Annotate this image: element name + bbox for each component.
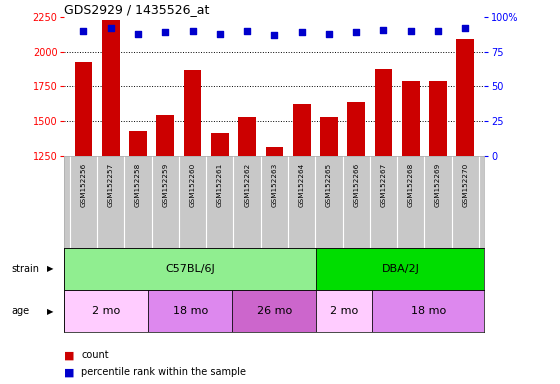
Text: DBA/2J: DBA/2J <box>381 264 419 274</box>
Text: ■: ■ <box>64 367 75 377</box>
Bar <box>456 40 474 328</box>
Point <box>433 28 442 34</box>
Text: 2 mo: 2 mo <box>92 306 120 316</box>
Point <box>106 25 115 31</box>
Text: GSM152269: GSM152269 <box>435 163 441 207</box>
Bar <box>232 290 316 332</box>
Bar <box>74 61 92 328</box>
Point <box>161 30 170 36</box>
Point <box>270 32 279 38</box>
Text: GSM152263: GSM152263 <box>272 163 277 207</box>
Bar <box>64 248 316 290</box>
Text: GSM152270: GSM152270 <box>463 163 468 207</box>
Text: GSM152264: GSM152264 <box>298 163 305 207</box>
Bar <box>211 133 228 328</box>
Text: GSM152258: GSM152258 <box>135 163 141 207</box>
Bar <box>156 116 174 328</box>
Bar <box>372 290 484 332</box>
Text: count: count <box>81 350 109 360</box>
Point <box>216 31 225 37</box>
Point <box>79 28 88 34</box>
Text: GDS2929 / 1435526_at: GDS2929 / 1435526_at <box>64 3 210 16</box>
Text: GSM152268: GSM152268 <box>408 163 414 207</box>
Bar <box>320 117 338 328</box>
Text: ▶: ▶ <box>47 306 54 316</box>
Text: ■: ■ <box>64 350 75 360</box>
Text: 18 mo: 18 mo <box>411 306 446 316</box>
Text: strain: strain <box>11 264 39 274</box>
Bar <box>102 20 120 328</box>
Text: GSM152259: GSM152259 <box>162 163 169 207</box>
Text: GSM152261: GSM152261 <box>217 163 223 207</box>
Text: 18 mo: 18 mo <box>173 306 208 316</box>
Text: C57BL/6J: C57BL/6J <box>166 264 215 274</box>
Bar <box>64 290 148 332</box>
Text: ▶: ▶ <box>47 264 54 273</box>
Bar <box>238 117 256 328</box>
Bar <box>293 104 311 328</box>
Point <box>461 25 470 31</box>
Text: GSM152265: GSM152265 <box>326 163 332 207</box>
Text: GSM152267: GSM152267 <box>380 163 386 207</box>
Text: 2 mo: 2 mo <box>330 306 358 316</box>
Bar <box>429 81 447 328</box>
Text: GSM152257: GSM152257 <box>108 163 114 207</box>
Point <box>297 30 306 36</box>
Bar <box>402 81 419 328</box>
Point <box>133 31 142 37</box>
Bar <box>316 290 372 332</box>
Point <box>352 30 361 36</box>
Bar <box>184 70 202 328</box>
Text: GSM152262: GSM152262 <box>244 163 250 207</box>
Text: age: age <box>11 306 29 316</box>
Text: 26 mo: 26 mo <box>257 306 292 316</box>
Text: GSM152260: GSM152260 <box>190 163 195 207</box>
Bar <box>129 131 147 328</box>
Bar <box>375 69 393 328</box>
Bar <box>316 248 484 290</box>
Text: GSM152256: GSM152256 <box>81 163 86 207</box>
Bar <box>265 147 283 328</box>
Text: percentile rank within the sample: percentile rank within the sample <box>81 367 246 377</box>
Point <box>324 31 333 37</box>
Point <box>188 28 197 34</box>
Bar <box>347 102 365 328</box>
Bar <box>148 290 232 332</box>
Point <box>407 28 416 34</box>
Point <box>242 28 251 34</box>
Point <box>379 26 388 33</box>
Text: GSM152266: GSM152266 <box>353 163 359 207</box>
